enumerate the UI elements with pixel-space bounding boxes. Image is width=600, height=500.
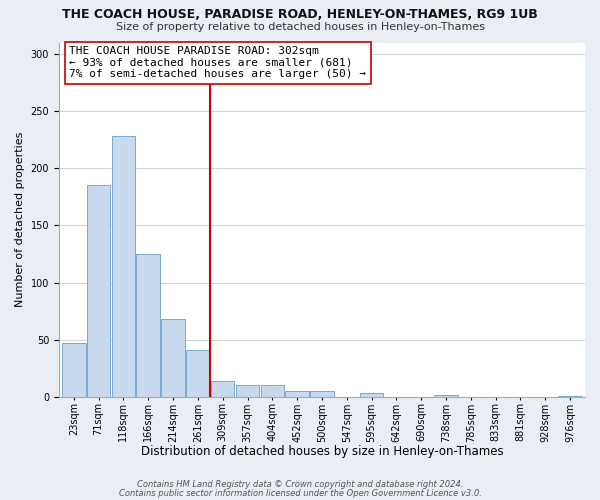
Bar bbox=[87, 186, 110, 397]
Y-axis label: Number of detached properties: Number of detached properties bbox=[15, 132, 25, 308]
Text: THE COACH HOUSE, PARADISE ROAD, HENLEY-ON-THAMES, RG9 1UB: THE COACH HOUSE, PARADISE ROAD, HENLEY-O… bbox=[62, 8, 538, 20]
Bar bbox=[260, 386, 284, 397]
Text: Contains HM Land Registry data © Crown copyright and database right 2024.: Contains HM Land Registry data © Crown c… bbox=[137, 480, 463, 489]
Bar bbox=[161, 319, 185, 397]
Bar bbox=[434, 394, 458, 397]
Bar bbox=[559, 396, 582, 397]
Bar bbox=[112, 136, 135, 397]
Bar bbox=[236, 386, 259, 397]
Text: THE COACH HOUSE PARADISE ROAD: 302sqm
← 93% of detached houses are smaller (681): THE COACH HOUSE PARADISE ROAD: 302sqm ← … bbox=[70, 46, 367, 79]
Bar bbox=[62, 343, 86, 397]
Bar bbox=[136, 254, 160, 397]
Bar bbox=[286, 391, 309, 397]
Text: Size of property relative to detached houses in Henley-on-Thames: Size of property relative to detached ho… bbox=[115, 22, 485, 32]
Bar bbox=[211, 381, 235, 397]
Text: Contains public sector information licensed under the Open Government Licence v3: Contains public sector information licen… bbox=[119, 488, 481, 498]
Bar bbox=[360, 394, 383, 397]
Bar bbox=[310, 391, 334, 397]
X-axis label: Distribution of detached houses by size in Henley-on-Thames: Distribution of detached houses by size … bbox=[140, 444, 503, 458]
Bar bbox=[186, 350, 209, 397]
